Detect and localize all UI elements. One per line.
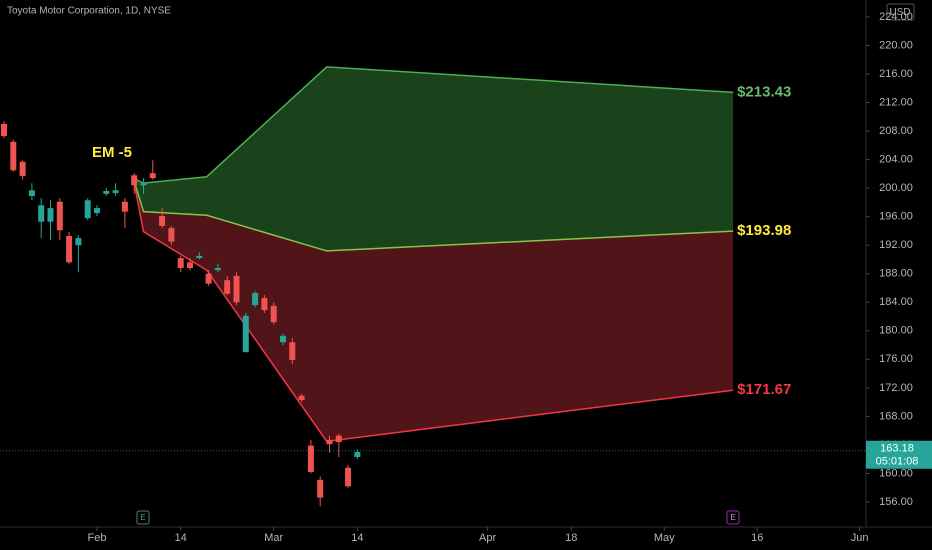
candle-body	[149, 173, 156, 179]
projection-line	[132, 177, 734, 252]
projection-label: $213.43	[737, 83, 791, 100]
price-tag-value: 163.18	[880, 443, 914, 455]
y-tick-label: 216.00	[879, 68, 913, 80]
y-tick-label: 224.00	[879, 11, 913, 23]
candle-body	[233, 275, 240, 303]
x-tick-label: 18	[565, 532, 577, 544]
x-tick-label: 16	[751, 532, 763, 544]
candle-body	[121, 201, 128, 212]
candle-body	[131, 175, 138, 186]
y-tick-label: 200.00	[879, 182, 913, 194]
candle-body	[38, 205, 45, 222]
y-tick-label: 192.00	[879, 239, 913, 251]
candle-body	[317, 479, 324, 498]
x-tick-label: 14	[175, 532, 187, 544]
candle-body	[75, 238, 82, 246]
y-tick-label: 212.00	[879, 96, 913, 108]
candle-body	[205, 273, 212, 284]
candle-body	[140, 183, 147, 186]
candle-body	[10, 141, 17, 171]
annotation: EM -5	[92, 144, 132, 161]
candle-body	[186, 262, 193, 269]
x-tick-label: Apr	[479, 532, 496, 544]
y-tick-label: 168.00	[879, 410, 913, 422]
chart-title: Toyota Motor Corporation, 1D, NYSE	[7, 6, 171, 17]
candle-body	[159, 215, 166, 226]
y-tick-label: 156.00	[879, 496, 913, 508]
currency-box	[886, 3, 915, 21]
y-tick-label: 176.00	[879, 353, 913, 365]
projection-label: $171.67	[737, 381, 791, 398]
candle-body	[298, 395, 305, 400]
y-tick-label: 160.00	[879, 467, 913, 479]
y-tick-label: 204.00	[879, 154, 913, 166]
candle-body	[0, 123, 7, 137]
projection-line	[132, 66, 734, 184]
candle-body	[326, 439, 333, 445]
candle-body	[354, 452, 361, 458]
candle-body	[112, 190, 119, 194]
y-tick-label: 180.00	[879, 325, 913, 337]
y-tick-label: 208.00	[879, 125, 913, 137]
price-tag-countdown: 05:01:08	[876, 456, 919, 468]
projection-band	[133, 66, 734, 251]
candle-body	[307, 445, 314, 473]
x-tick-label: Mar	[264, 532, 283, 544]
projection-label: $193.98	[737, 222, 791, 239]
candle-body	[252, 292, 259, 306]
candle-body	[196, 255, 203, 259]
y-tick-label: 196.00	[879, 211, 913, 223]
candle-body	[56, 201, 63, 231]
x-tick-label: Jun	[851, 532, 869, 544]
y-tick-label: 220.00	[879, 39, 913, 51]
candle-body	[270, 305, 277, 323]
earnings-marker	[726, 510, 740, 525]
projection-line	[132, 178, 734, 443]
x-tick-label: May	[654, 532, 675, 544]
earnings-label: E	[730, 513, 735, 522]
candle-body	[261, 297, 268, 311]
earnings-marker	[136, 510, 150, 525]
candle-body	[93, 208, 100, 214]
candle-body	[19, 161, 26, 177]
y-tick-label: 188.00	[879, 268, 913, 280]
x-tick-label: Feb	[88, 532, 107, 544]
y-tick-label: 172.00	[879, 382, 913, 394]
candle-body	[279, 335, 286, 343]
candle-body	[345, 467, 352, 487]
candle-body	[84, 200, 91, 219]
earnings-label: E	[140, 513, 145, 522]
x-tick-label: 14	[351, 532, 363, 544]
candle-body	[28, 190, 35, 196]
currency: USD	[889, 7, 910, 18]
y-tick-label: 184.00	[879, 296, 913, 308]
candle-body	[66, 235, 73, 263]
candle-body	[335, 435, 342, 443]
candle-body	[168, 228, 175, 242]
candle-body	[224, 280, 231, 294]
candle-body	[103, 191, 110, 194]
price-tag	[866, 440, 932, 469]
projection-band	[133, 178, 734, 442]
candle-body	[242, 315, 249, 353]
candle-body	[177, 258, 184, 269]
candle-body	[289, 342, 296, 361]
candle-body	[214, 268, 221, 271]
candle-body	[47, 208, 54, 222]
